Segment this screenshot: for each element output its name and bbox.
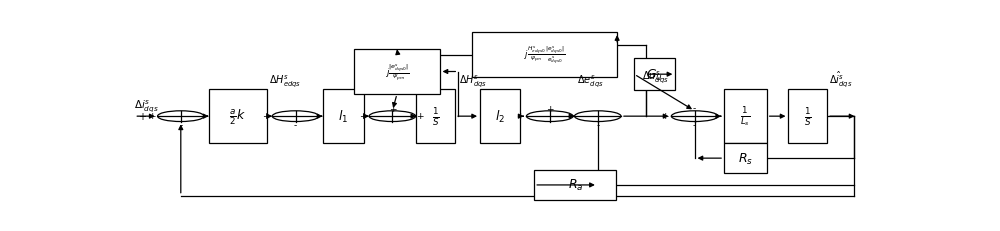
Text: $j\frac{|e^s_{dqs0}|}{\psi_{pm}}$: $j\frac{|e^s_{dqs0}|}{\psi_{pm}}$ [385,62,409,82]
Circle shape [671,111,718,122]
Circle shape [158,111,204,122]
Text: $\Delta H^{s}_{dqs}$: $\Delta H^{s}_{dqs}$ [459,72,487,88]
Text: -: - [693,120,696,129]
Text: $j\frac{H^s_{edqs0}}{\psi_{pm}}\frac{|e^s_{dqs0}|}{e^s_{dqs0}}$: $j\frac{H^s_{edqs0}}{\psi_{pm}}\frac{|e^… [524,44,565,66]
Bar [416,90,455,143]
Text: $\frac{a}{2}k$: $\frac{a}{2}k$ [229,107,246,126]
Text: -: - [179,120,182,129]
Text: +: + [389,104,396,113]
Text: -: - [567,111,570,120]
Bar [480,90,520,143]
Text: -: - [596,120,599,129]
Text: $+$: $+$ [138,110,147,121]
Text: $\Delta u^{s}_{dqs}$: $\Delta u^{s}_{dqs}$ [642,69,669,85]
Bar [209,90,267,143]
Text: $\frac{1}{S}$: $\frac{1}{S}$ [432,106,440,128]
Text: -: - [693,104,696,113]
Text: +: + [359,111,367,120]
Circle shape [272,111,319,122]
Bar [323,90,364,143]
Text: +: + [516,111,524,120]
Bar [354,50,440,94]
Text: +: + [661,111,669,120]
Text: $\Delta\hat{i}^{s}_{dqs}$: $\Delta\hat{i}^{s}_{dqs}$ [829,68,852,88]
Bar [724,143,767,173]
Circle shape [369,111,416,122]
Text: $l_1$: $l_1$ [338,109,348,125]
Bar [472,33,617,78]
Text: $\frac{1}{L_s}$: $\frac{1}{L_s}$ [740,105,751,128]
Circle shape [526,111,573,122]
Bar [534,170,616,200]
Text: $\Delta i^{s}_{dqs}$: $\Delta i^{s}_{dqs}$ [134,97,159,113]
Text: $\Delta H^{s}_{edqs}$: $\Delta H^{s}_{edqs}$ [269,72,301,88]
Text: $\frac{1}{S}$: $\frac{1}{S}$ [804,106,812,128]
Bar [634,59,675,91]
Text: +: + [262,111,270,120]
Text: -: - [294,120,297,129]
Text: +: + [546,104,553,113]
Bar [724,90,767,143]
Text: $R_a$: $R_a$ [568,178,583,193]
Text: +: + [148,111,155,120]
Text: $R_s$: $R_s$ [738,151,753,166]
Circle shape [574,111,621,122]
Text: +: + [416,111,423,120]
Text: $G_u$: $G_u$ [646,67,663,82]
Bar [788,90,827,143]
Text: $l_2$: $l_2$ [495,109,505,125]
Text: $\Delta e^{s}_{dqs}$: $\Delta e^{s}_{dqs}$ [577,72,604,88]
